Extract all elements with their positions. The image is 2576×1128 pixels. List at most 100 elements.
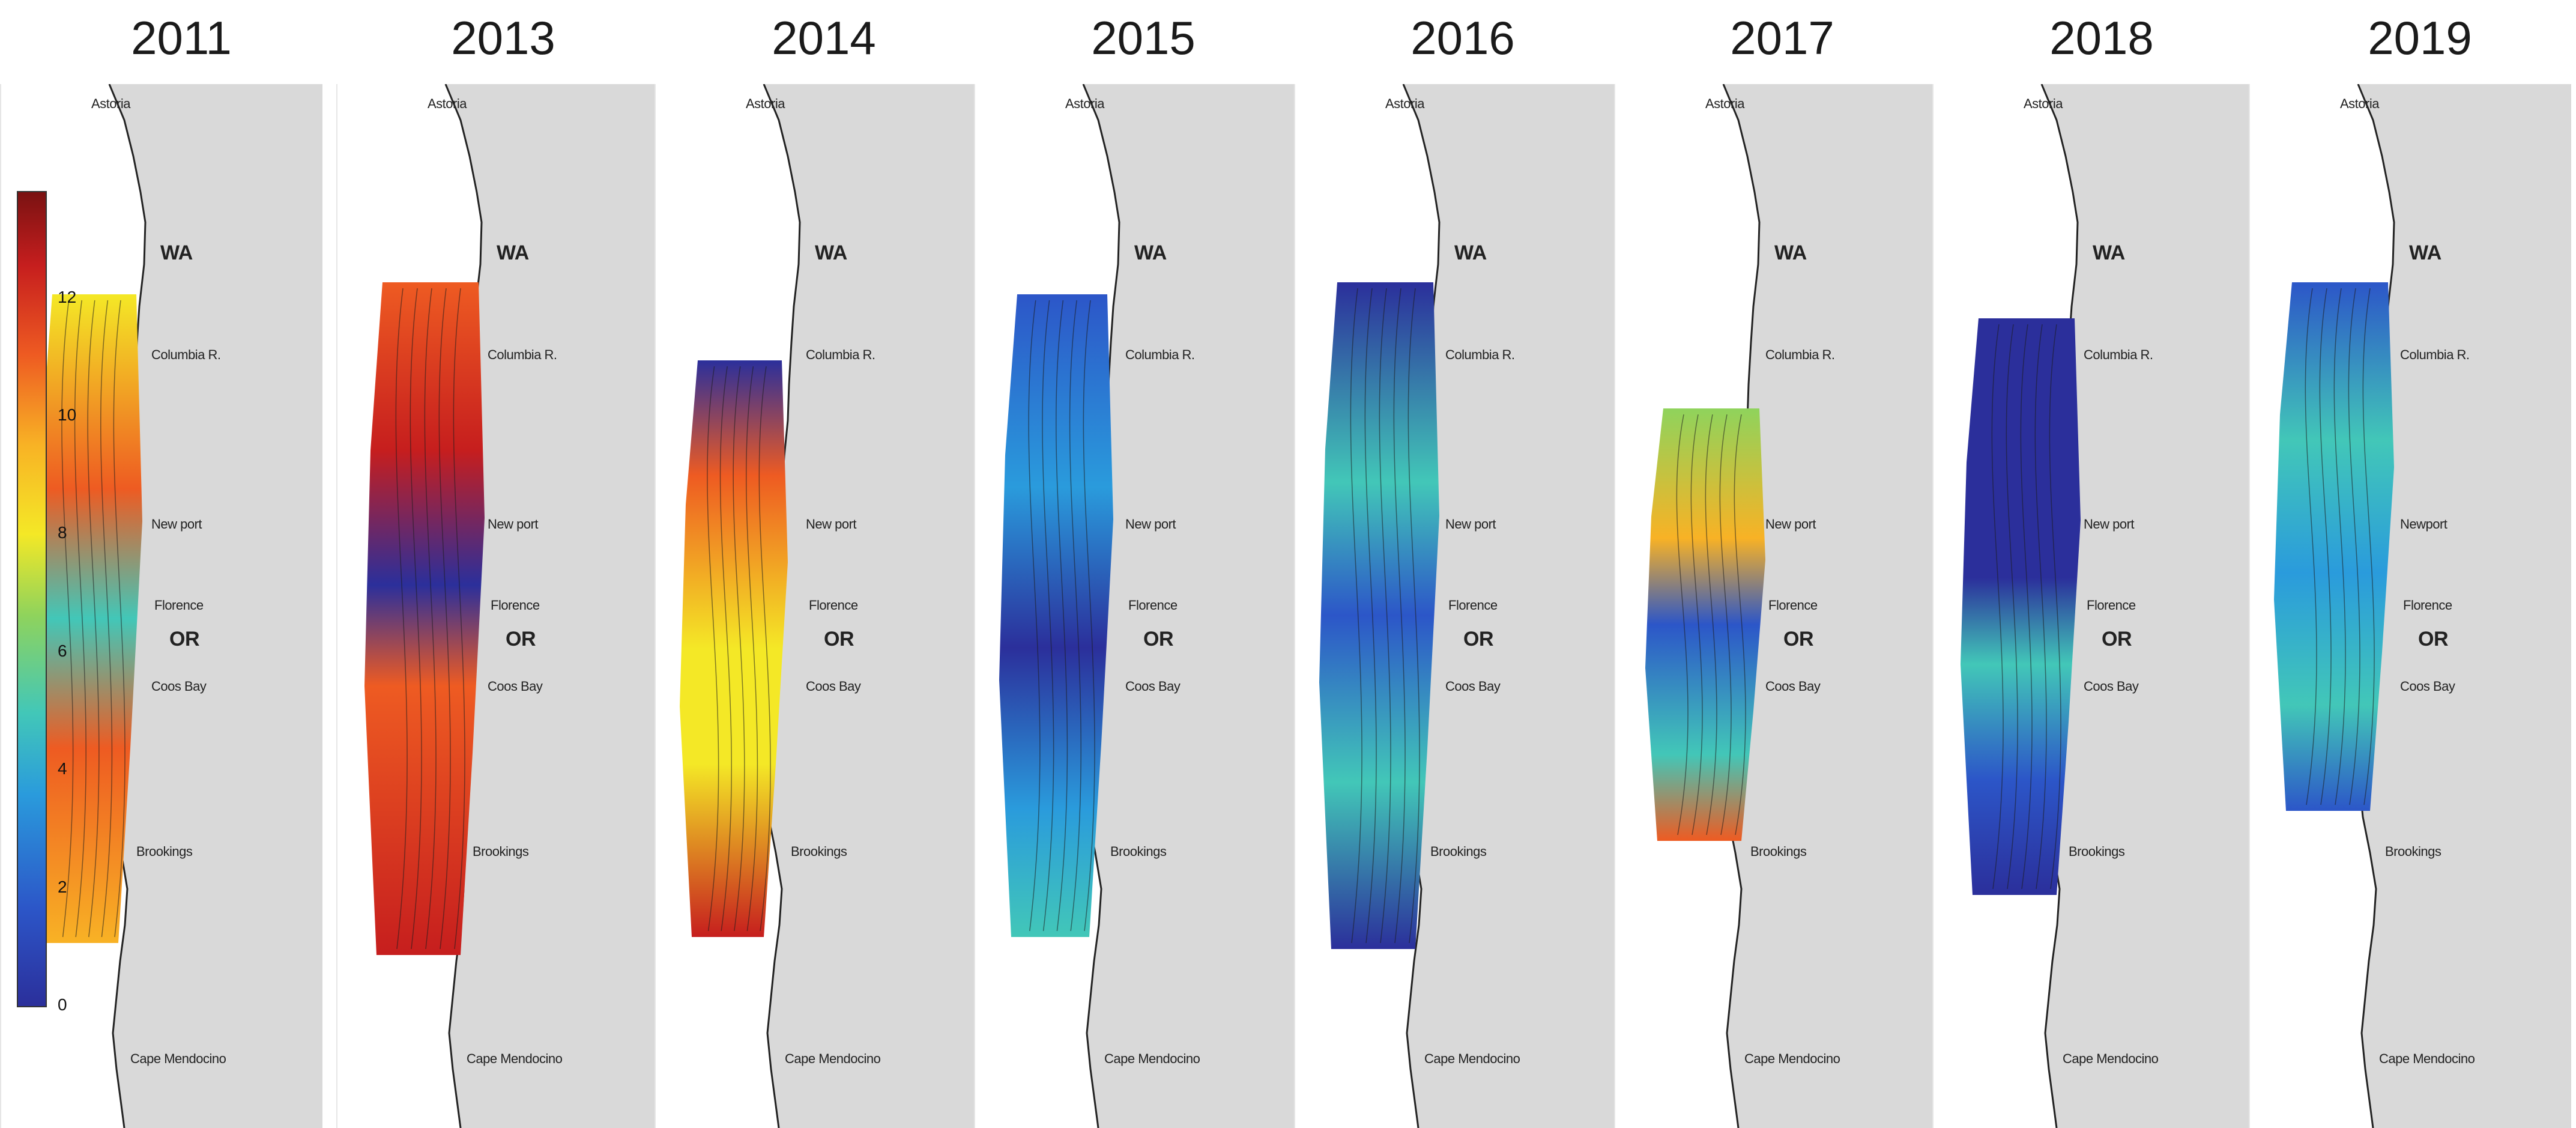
- map-label-river: Columbia R.: [806, 347, 875, 362]
- contour-line: [2305, 288, 2317, 805]
- map-label-city-newport: New port: [488, 517, 539, 532]
- map-panel-2016: Astoria WA Columbia R. New port Florence OR Co…: [1294, 84, 1616, 1128]
- contour-line: [61, 300, 74, 938]
- contour-line: [424, 288, 437, 950]
- map-label-cape: Cape Mendocino: [130, 1051, 226, 1066]
- map-panel-2013: Astoria WA Columbia R. New port Florence OR Co…: [336, 84, 659, 1128]
- heatmap-field: [999, 294, 1113, 937]
- contour-line: [1364, 288, 1377, 944]
- map-label-state-south: OR: [2102, 628, 2132, 650]
- colorbar-tick: 0: [58, 995, 67, 1014]
- map-label-cape: Cape Mendocino: [785, 1051, 881, 1066]
- map-label-city-florence: Florence: [2403, 598, 2452, 613]
- colorbar-tick: 8: [58, 523, 67, 542]
- contour-line: [2049, 324, 2061, 890]
- map-label-city-newport-2019: Newport: [2400, 517, 2448, 532]
- map-svg: [2274, 84, 2571, 1128]
- contour-line: [1083, 300, 1095, 932]
- map-label-cape: Cape Mendocino: [1104, 1051, 1200, 1066]
- year-title-2016: 2016: [1410, 11, 1515, 64]
- map-label-city-florence: Florence: [2087, 598, 2136, 613]
- map-label-top-label: Astoria: [91, 96, 130, 111]
- map-label-city-newport: New port: [806, 517, 857, 532]
- map-label-top-label: Astoria: [1065, 96, 1104, 111]
- contour-line: [1028, 300, 1041, 932]
- map-panel-2015: Astoria WA Columbia R. New port Florence OR Co…: [974, 84, 1296, 1128]
- map-label-city-coos: Coos Bay: [488, 679, 543, 694]
- map-label-cape: Cape Mendocino: [467, 1051, 563, 1066]
- colorbar-tick: 2: [58, 877, 67, 896]
- land-area: [1083, 84, 1296, 1128]
- map-label-city-brookings: Brookings: [2385, 844, 2441, 859]
- map-panel-2019: Astoria WA Columbia R. Newport Florence OR Coo…: [2249, 84, 2571, 1128]
- map-svg: [1961, 84, 2255, 1128]
- map-label-river: Columbia R.: [1445, 347, 1515, 362]
- land-area: [1723, 84, 1937, 1128]
- year-title-2014: 2014: [772, 11, 876, 64]
- colorbar: [17, 191, 47, 1007]
- map-label-city-newport: New port: [2084, 517, 2135, 532]
- map-label-city-brookings: Brookings: [791, 844, 847, 859]
- contour-line: [1690, 414, 1703, 835]
- land-area: [446, 84, 659, 1128]
- map-label-state-north: WA: [160, 241, 193, 264]
- map-label-city-newport: New port: [1125, 517, 1176, 532]
- map-label-city-brookings: Brookings: [1110, 844, 1167, 859]
- map-svg: [999, 84, 1296, 1128]
- map-label-top-label: Astoria: [1385, 96, 1424, 111]
- map-label-cape: Cape Mendocino: [2063, 1051, 2159, 1066]
- heatmap-field: [2274, 282, 2394, 811]
- map-label-top-label: Astoria: [746, 96, 785, 111]
- map-label-city-brookings: Brookings: [2069, 844, 2125, 859]
- map-svg: [1319, 84, 1616, 1128]
- map-label-state-north: WA: [815, 241, 847, 264]
- contour-line: [395, 288, 408, 950]
- contour-line: [113, 300, 125, 938]
- contour-line: [100, 300, 113, 938]
- year-title-2013: 2013: [451, 11, 555, 64]
- contour-line: [2333, 288, 2346, 805]
- map-svg: [1645, 84, 1937, 1128]
- map-label-city-brookings: Brookings: [473, 844, 529, 859]
- land-area: [764, 84, 977, 1128]
- map-label-cape: Cape Mendocino: [1424, 1051, 1520, 1066]
- map-label-city-florence: Florence: [1768, 598, 1818, 613]
- contour-line: [1407, 288, 1420, 944]
- map-label-cape: Cape Mendocino: [1744, 1051, 1840, 1066]
- map-label-city-newport: New port: [1765, 517, 1816, 532]
- map-svg: [34, 84, 322, 1128]
- contour-line: [2034, 324, 2047, 890]
- contour-line: [2348, 288, 2360, 805]
- colorbar-tick: 4: [58, 759, 67, 778]
- map-panel-2011: Astoria WA Columbia R. New port Florence OR Co…: [0, 84, 322, 1128]
- map-label-state-south: OR: [506, 628, 536, 650]
- map-label-city-coos: Coos Bay: [1765, 679, 1821, 694]
- land-area: [2358, 84, 2571, 1128]
- map-panel-2017: Astoria WA Columbia R. New port Florence OR Co…: [1614, 84, 1937, 1128]
- contour-line: [707, 366, 719, 932]
- contour-line: [74, 300, 86, 938]
- map-label-top-label: Astoria: [428, 96, 467, 111]
- colorbar-tick: 12: [58, 287, 77, 306]
- heatmap-field: [680, 360, 788, 937]
- year-title-2015: 2015: [1091, 11, 1196, 64]
- contour-line: [746, 366, 758, 932]
- contour-line: [453, 288, 465, 950]
- map-label-state-north: WA: [2409, 241, 2441, 264]
- map-label-state-south: OR: [169, 628, 200, 650]
- map-svg: [680, 84, 977, 1128]
- map-label-state-north: WA: [1134, 241, 1167, 264]
- map-label-river: Columbia R.: [1765, 347, 1835, 362]
- contour-line: [758, 366, 771, 932]
- map-label-state-south: OR: [1463, 628, 1494, 650]
- contour-line: [719, 366, 732, 932]
- map-label-city-coos: Coos Bay: [1445, 679, 1501, 694]
- year-title-2017: 2017: [1730, 11, 1834, 64]
- map-label-city-florence: Florence: [1128, 598, 1178, 613]
- map-label-river: Columbia R.: [2084, 347, 2153, 362]
- map-panel-2018: Astoria WA Columbia R. New port Florence OR Co…: [1932, 84, 2255, 1128]
- map-label-river: Columbia R.: [1125, 347, 1195, 362]
- year-title-2018: 2018: [2049, 11, 2154, 64]
- contour-line: [87, 300, 100, 938]
- contour-line: [1734, 414, 1746, 835]
